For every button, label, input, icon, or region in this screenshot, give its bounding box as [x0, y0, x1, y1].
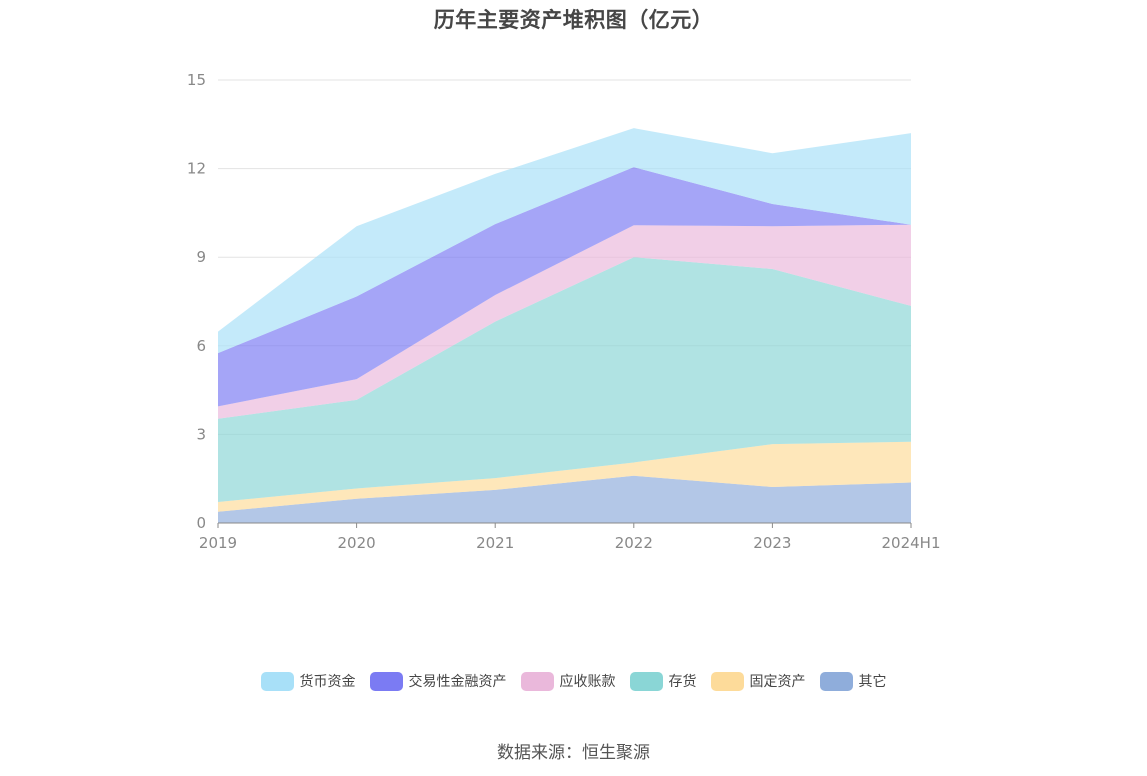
area-series-2[interactable]	[218, 257, 911, 503]
x-tick-label: 2020	[338, 534, 376, 552]
y-tick-label: 15	[187, 71, 206, 89]
x-tick-label: 2023	[753, 534, 791, 552]
x-tick-label: 2024H1	[882, 534, 941, 552]
legend-item[interactable]: 存货	[629, 671, 697, 691]
y-tick-label: 6	[196, 337, 206, 355]
legend-item[interactable]: 交易性金融资产	[369, 671, 507, 691]
legend-label: 其它	[858, 674, 887, 690]
y-tick-label: 0	[196, 514, 206, 532]
data-source: 数据来源：恒生聚源	[497, 743, 650, 763]
legend-swatch	[520, 671, 554, 691]
x-tick-label: 2021	[476, 534, 514, 552]
legend-swatch	[710, 671, 744, 691]
legend-swatch	[369, 671, 403, 691]
chart-title: 历年主要资产堆积图（亿元）	[433, 8, 714, 32]
legend-label: 货币资金	[299, 674, 356, 690]
area-series-5[interactable]	[218, 128, 911, 354]
legend-swatch	[819, 671, 853, 691]
area-series-0[interactable]	[218, 475, 911, 523]
axes: 0 3 6 9 12 15 2019 2020 2021 2022 2023 2024H1	[187, 71, 941, 552]
legend-item[interactable]: 固定资产	[710, 671, 806, 691]
legend-swatch	[260, 671, 294, 691]
legend-swatch	[629, 671, 663, 691]
area-series-1[interactable]	[218, 441, 911, 512]
y-tick-label: 9	[196, 248, 206, 266]
area-series-4[interactable]	[218, 167, 911, 407]
legend-item[interactable]: 货币资金	[260, 671, 356, 691]
legend-label: 交易性金融资产	[408, 674, 507, 690]
legend-item[interactable]: 应收账款	[520, 671, 616, 691]
legend: 货币资金 交易性金融资产 应收账款 存货 固定资产 其它	[0, 671, 1147, 691]
legend-label: 固定资产	[749, 674, 806, 690]
x-tick-label: 2022	[615, 534, 653, 552]
x-tick-label: 2019	[199, 534, 237, 552]
area-series	[218, 128, 911, 523]
y-tick-label: 3	[196, 425, 206, 443]
legend-item[interactable]: 其它	[819, 671, 887, 691]
legend-label: 应收账款	[559, 674, 616, 690]
y-tick-label: 12	[187, 160, 206, 178]
area-series-3[interactable]	[218, 224, 911, 419]
legend-label: 存货	[668, 674, 697, 690]
